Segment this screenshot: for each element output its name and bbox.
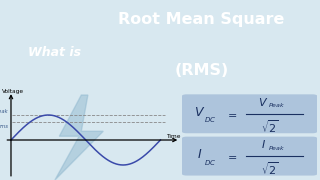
Text: $\mathit{DC}$: $\mathit{DC}$ [204,115,217,124]
Text: $\sqrt{2}$: $\sqrt{2}$ [261,160,279,177]
Text: $=$: $=$ [225,109,237,119]
Text: rms: rms [0,123,9,129]
Text: Time: Time [166,134,181,140]
Text: $\mathit{DC}$: $\mathit{DC}$ [204,158,217,166]
Text: $\mathit{I}$: $\mathit{I}$ [260,138,266,150]
Text: $=$: $=$ [225,151,237,161]
Text: What is: What is [28,46,81,59]
Text: $\mathit{Peak}$: $\mathit{Peak}$ [268,101,285,109]
Polygon shape [55,95,103,180]
Text: Peak: Peak [0,109,9,114]
FancyBboxPatch shape [181,137,318,176]
Text: Root Mean Square: Root Mean Square [118,12,285,27]
Text: $\sqrt{2}$: $\sqrt{2}$ [261,118,279,135]
Text: $\mathit{I}$: $\mathit{I}$ [197,148,203,161]
Text: $\mathit{V}$: $\mathit{V}$ [194,106,205,119]
Text: Voltage: Voltage [2,89,24,94]
Text: (RMS): (RMS) [174,63,229,78]
Text: $\mathit{Peak}$: $\mathit{Peak}$ [268,144,285,152]
FancyBboxPatch shape [181,94,318,133]
Text: $\mathit{V}$: $\mathit{V}$ [258,96,268,108]
